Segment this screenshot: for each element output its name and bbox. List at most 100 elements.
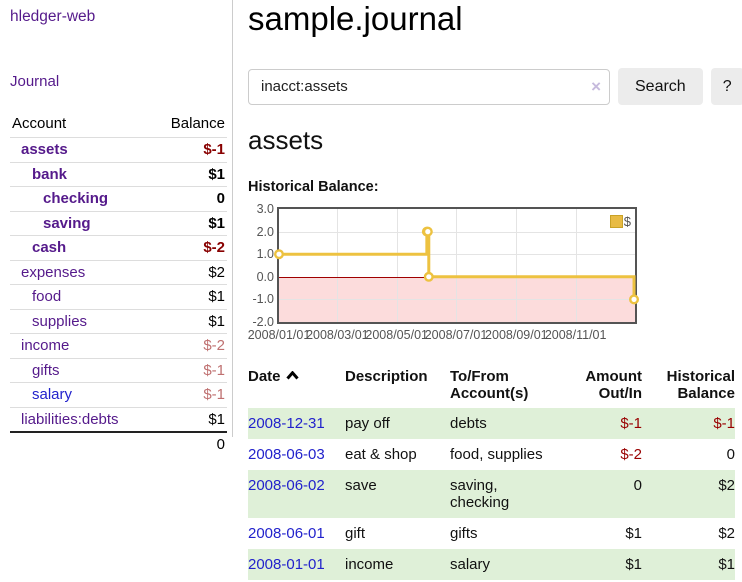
account-balance: $2 (208, 263, 225, 281)
account-link-income[interactable]: income (21, 337, 70, 354)
account-link-gifts[interactable]: gifts (32, 361, 60, 379)
transaction-date-link[interactable]: 2008-06-01 (248, 525, 325, 542)
chart-legend: $ (609, 214, 631, 229)
y-tick-label: -2.0 (252, 315, 274, 329)
transaction-balance: $-1 (642, 408, 735, 439)
x-tick-label: 2008/05/01 (365, 328, 428, 342)
account-link-bank[interactable]: bank (32, 165, 68, 183)
register-row: 2008-06-01 gift gifts $1 $2 (248, 518, 735, 549)
account-row: expenses $2 (10, 259, 227, 285)
gridline (516, 209, 518, 322)
account-row: cash $-2 (10, 235, 227, 260)
account-link-cash[interactable]: cash (32, 239, 67, 256)
account-balance: $1 (208, 288, 225, 305)
account-link-liabilities-debts[interactable]: liabilities:debts (21, 410, 119, 428)
register-row: 2008-06-03 eat & shop food, supplies $-2… (248, 439, 735, 470)
transaction-date-link[interactable]: 2008-01-01 (248, 556, 325, 573)
transaction-date-link[interactable]: 2008-12-31 (248, 415, 325, 432)
account-link-salary[interactable]: salary (32, 386, 73, 403)
transaction-amount: 0 (570, 470, 642, 518)
account-row: saving $1 (10, 210, 227, 236)
x-tick-label: 2008/01/01 (247, 328, 311, 342)
account-link-saving[interactable]: saving (43, 214, 91, 232)
transaction-amount: $1 (570, 549, 642, 580)
balance-chart: $ 3.0 2.0 1.0 0.0 -1.0 -2.0 2008/01/01 2008/03/… (248, 201, 718, 343)
account-row: food $1 (10, 284, 227, 309)
account-balance: $-2 (203, 337, 225, 354)
register-table: Date Description To/From Account(s) Amou… (248, 366, 735, 580)
gridline (456, 209, 458, 322)
transaction-amount: $-2 (620, 446, 642, 463)
accounts-col-account: Account (10, 112, 152, 138)
account-balance: $-1 (203, 361, 225, 379)
chart-title: Historical Balance: (248, 179, 379, 195)
accounts-header-row: Account Balance (10, 112, 227, 138)
transaction-accounts: salary (450, 549, 570, 580)
transaction-balance: $2 (642, 470, 735, 518)
plot-area: $ (274, 207, 640, 324)
x-tick-label: 2008/03/01 (306, 328, 369, 342)
y-tick-label: -1.0 (252, 292, 274, 307)
col-accounts: To/From Account(s) (450, 368, 529, 402)
transaction-date-link[interactable]: 2008-06-03 (248, 446, 325, 463)
account-balance: $1 (208, 312, 225, 330)
account-link-expenses[interactable]: expenses (21, 263, 86, 281)
accounts-col-balance: Balance (151, 112, 227, 138)
account-balance: $1 (208, 214, 225, 232)
account-balance: $-1 (203, 386, 225, 403)
account-row: salary $-1 (10, 382, 227, 407)
col-balance: Historical Balance (666, 368, 735, 402)
transaction-date-link[interactable]: 2008-06-02 (248, 477, 325, 494)
account-row: supplies $1 (10, 308, 227, 334)
gridline (575, 209, 577, 322)
col-description: Description (345, 368, 428, 385)
journal-link[interactable]: Journal (10, 73, 60, 90)
transaction-accounts: debts (450, 408, 570, 439)
help-button[interactable]: ? (710, 68, 742, 105)
transaction-amount: $-1 (570, 408, 642, 439)
account-balance: 0 (216, 190, 225, 207)
transaction-description: income (345, 549, 450, 580)
y-tick-label: 2.0 (256, 224, 274, 239)
register-row: 2008-01-01 income salary $1 $1 (248, 549, 735, 580)
account-link-assets[interactable]: assets (21, 141, 68, 158)
brand-link[interactable]: hledger-web (10, 8, 96, 25)
register-header-row: Date Description To/From Account(s) Amou… (248, 366, 735, 408)
account-link-supplies[interactable]: supplies (32, 312, 88, 330)
account-balance: $1 (208, 410, 225, 428)
search-form: × Search ? (248, 68, 742, 105)
nav-journal: Journal (10, 73, 227, 90)
y-tick-label: 0.0 (256, 269, 274, 284)
legend-label: $ (623, 214, 631, 229)
transaction-accounts: gifts (450, 525, 478, 542)
clear-search-icon[interactable]: × (591, 76, 601, 96)
transaction-balance: $2 (718, 525, 735, 542)
transaction-accounts: saving, checking (450, 470, 570, 518)
account-balance: $-2 (203, 239, 225, 256)
transaction-balance: $1 (642, 549, 735, 580)
account-balance: $-1 (203, 141, 225, 158)
account-row: liabilities:debts $1 (10, 406, 227, 432)
gridline (337, 209, 339, 322)
page-title: sample.journal (248, 0, 463, 37)
transaction-amount: $1 (625, 525, 642, 542)
search-box: × (248, 68, 610, 105)
search-input[interactable] (248, 68, 610, 105)
account-row: checking 0 (10, 186, 227, 211)
gridline (279, 254, 635, 256)
col-amount: Amount Out/In (585, 368, 642, 402)
account-link-checking[interactable]: checking (43, 190, 109, 207)
search-button[interactable]: Search (618, 68, 703, 105)
account-row: assets $-1 (10, 137, 227, 162)
y-tick-label: 3.0 (256, 202, 274, 216)
transaction-description: pay off (345, 408, 450, 439)
account-link-food[interactable]: food (32, 288, 62, 305)
register-row: 2008-12-31 pay off debts $-1 $-1 (248, 408, 735, 439)
x-tick-label: 2008/07/01 (424, 328, 488, 342)
sidebar: hledger-web Journal Account Balance asse… (0, 0, 233, 457)
accounts-total: 0 (216, 436, 225, 453)
sort-asc-icon (285, 371, 299, 380)
col-date[interactable]: Date (248, 366, 345, 408)
gridline (279, 299, 635, 301)
account-row: gifts $-1 (10, 357, 227, 383)
